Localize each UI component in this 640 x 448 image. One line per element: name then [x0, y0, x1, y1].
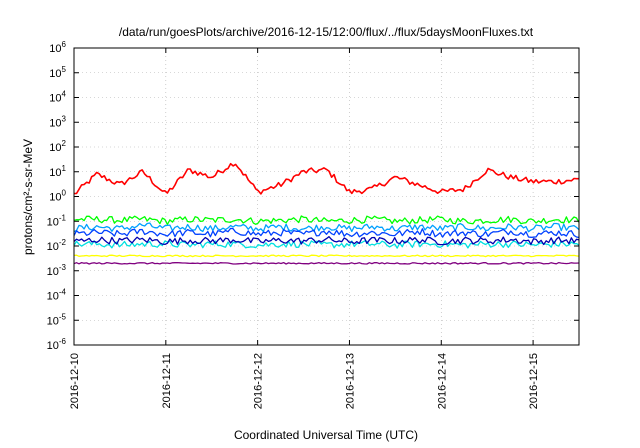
y-tick-label: 10-3: [47, 263, 67, 278]
grid-lines: [74, 48, 579, 345]
chart-title: /data/run/goesPlots/archive/2016-12-15/1…: [119, 25, 534, 39]
y-tick-label: 105: [49, 65, 66, 80]
series-line: [73, 222, 580, 233]
y-tick-label: 10-4: [47, 288, 67, 303]
y-tick-label: 104: [49, 90, 66, 105]
series-line: [73, 254, 580, 258]
y-tick-label: 106: [49, 40, 66, 55]
y-tick-label: 102: [49, 139, 66, 154]
y-tick-label: 100: [49, 189, 66, 204]
series-line: [73, 215, 580, 226]
y-tick-label: 103: [49, 114, 66, 129]
y-tick-label: 10-6: [47, 337, 67, 352]
series-line: [73, 227, 580, 239]
series-line: [73, 240, 580, 249]
y-axis-label: protons/cm²-s-sr-MeV: [21, 139, 35, 255]
x-tick-label: 2016-12-11: [161, 353, 173, 408]
series-lines: [73, 162, 580, 265]
y-axis: 10-6 10-5 10-4 10-3 10-2 10-1 100 101 102 103 104 1…: [47, 40, 579, 352]
x-tick-label: 2016-12-12: [253, 353, 265, 409]
series-line: [73, 261, 580, 265]
x-axis-label: Coordinated Universal Time (UTC): [234, 428, 418, 442]
x-axis: 2016-12-10 2016-12-11 2016-12-12 2016-12-13…: [69, 48, 540, 409]
x-tick-label: 2016-12-10: [69, 353, 81, 409]
y-tick-label: 101: [49, 164, 66, 179]
series-line: [73, 162, 579, 195]
x-tick-label: 2016-12-13: [344, 353, 356, 409]
x-tick-label: 2016-12-14: [436, 353, 448, 409]
x-tick-label: 2016-12-15: [528, 353, 540, 409]
y-tick-label: 10-1: [47, 213, 67, 228]
y-tick-label: 10-5: [47, 312, 67, 327]
y-tick-label: 10-2: [47, 238, 67, 253]
series-line: [73, 236, 580, 246]
